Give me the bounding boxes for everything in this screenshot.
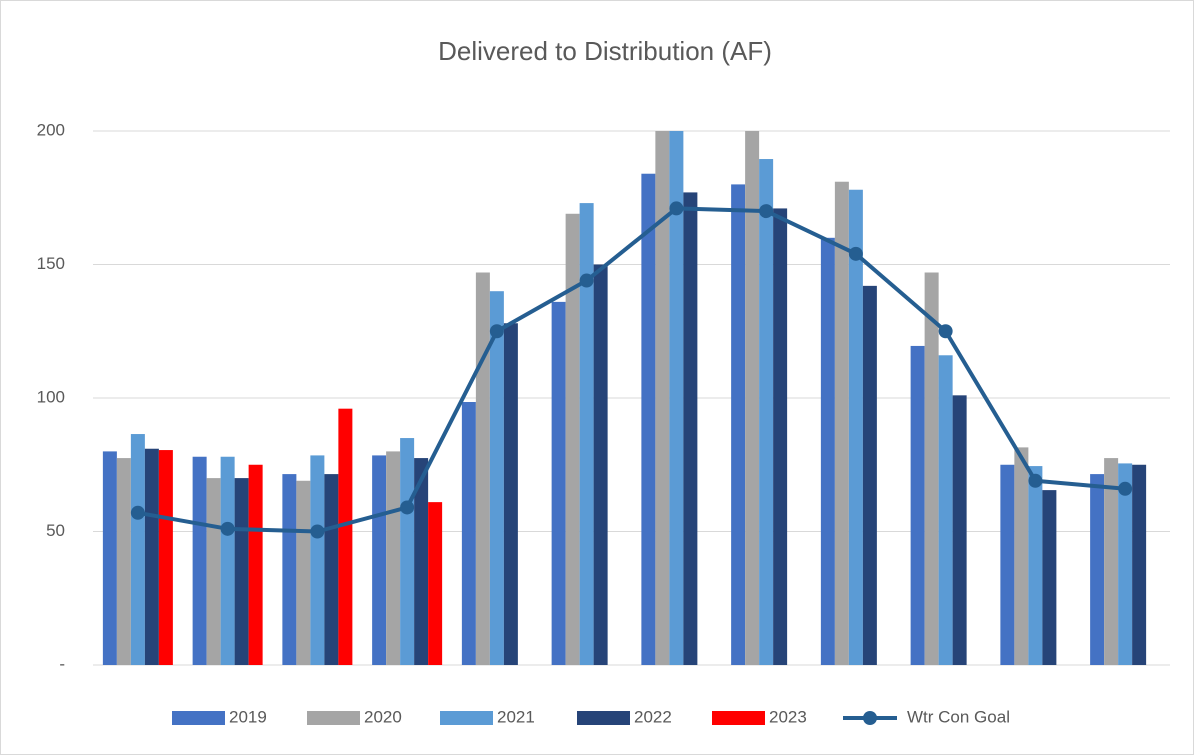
bar <box>1132 464 1147 665</box>
bar <box>862 285 877 665</box>
bar <box>551 301 566 665</box>
line-point <box>938 324 953 339</box>
legend-label: 2019 <box>229 707 267 726</box>
y-tick-label: 100 <box>37 387 65 406</box>
bar <box>1118 463 1133 665</box>
bar <box>414 458 429 665</box>
line-point <box>1118 481 1133 496</box>
line-point <box>759 204 774 219</box>
legend-label: 2020 <box>364 707 402 726</box>
legend-swatch <box>440 711 493 725</box>
bar <box>461 402 476 665</box>
bar <box>938 355 953 665</box>
line-point <box>1028 473 1043 488</box>
bar <box>1014 447 1029 665</box>
bar <box>1000 464 1015 665</box>
y-tick-label: 200 <box>37 120 65 139</box>
legend-swatch <box>577 711 630 725</box>
bar <box>579 203 594 665</box>
legend-label: 2022 <box>634 707 672 726</box>
bar <box>773 208 788 665</box>
bar <box>641 173 656 665</box>
bar <box>158 450 173 665</box>
bar <box>834 181 849 666</box>
legend-label: 2023 <box>769 707 807 726</box>
legend-label: Wtr Con Goal <box>907 707 1010 726</box>
legend-swatch <box>863 711 877 725</box>
legend-swatch <box>307 711 360 725</box>
line <box>137 206 1126 534</box>
bar <box>820 237 835 666</box>
bar <box>1104 458 1119 665</box>
bar <box>220 456 235 665</box>
bar <box>669 131 684 665</box>
line-point <box>400 500 415 515</box>
bar <box>372 455 387 665</box>
line-point <box>489 324 504 339</box>
bar <box>296 480 311 665</box>
chart-title: Delivered to Distribution (AF) <box>438 36 772 66</box>
bar <box>386 451 401 665</box>
line-point <box>669 201 684 216</box>
bar <box>102 451 117 665</box>
bar <box>1042 490 1057 665</box>
bar <box>130 434 145 665</box>
legend-label: 2021 <box>497 707 535 726</box>
bar <box>655 131 670 665</box>
line-point <box>579 273 594 288</box>
bar <box>1028 466 1043 665</box>
legend-swatch <box>172 711 225 725</box>
bar <box>503 323 518 665</box>
line-point <box>130 505 145 520</box>
y-tick-label: 150 <box>37 254 65 273</box>
bar <box>924 272 939 665</box>
bar <box>475 272 490 665</box>
bar <box>400 438 415 665</box>
bar <box>731 184 746 665</box>
bar <box>338 408 353 665</box>
line-point <box>310 524 325 539</box>
bar <box>324 474 339 665</box>
legend-swatch <box>712 711 765 725</box>
bar <box>116 458 131 665</box>
bar <box>282 474 297 665</box>
bar <box>565 213 580 665</box>
bar <box>910 345 925 665</box>
bar <box>489 291 504 665</box>
bar <box>593 264 608 665</box>
bar <box>1090 474 1105 665</box>
bar <box>248 464 263 665</box>
bar <box>234 478 249 665</box>
bar <box>848 189 863 666</box>
bar <box>428 502 443 665</box>
line-point <box>848 246 863 261</box>
bar <box>683 192 698 665</box>
y-tick-label: - <box>59 654 65 673</box>
bar <box>310 455 325 665</box>
bar <box>952 395 967 665</box>
bar <box>745 131 760 665</box>
bar <box>206 478 221 665</box>
bar <box>759 159 774 665</box>
y-tick-label: 50 <box>46 521 65 540</box>
bar <box>144 448 159 665</box>
line-point <box>220 521 235 536</box>
bar <box>192 456 207 665</box>
